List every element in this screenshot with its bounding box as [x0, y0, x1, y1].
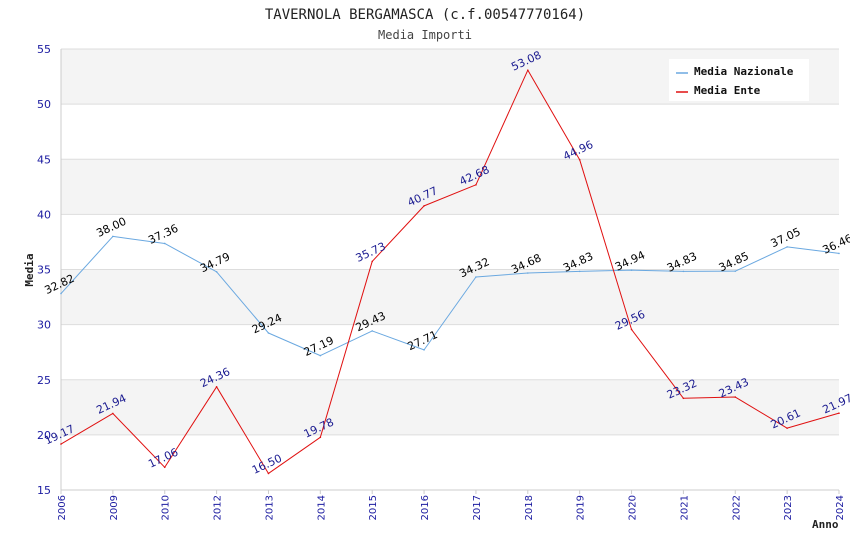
series-line-media-nazionale [60, 235, 840, 357]
x-tick-label: 2021 [679, 495, 690, 520]
y-tick-label: 35 [37, 264, 51, 277]
y-tick-label: 20 [37, 429, 51, 442]
x-tick-label: 2019 [576, 495, 587, 520]
x-tick-label: 2024 [835, 495, 846, 520]
x-tick-label: 2006 [57, 495, 68, 520]
x-tick-label: 2013 [264, 495, 275, 520]
data-point [267, 472, 270, 475]
chart-subtitle: Media Importi [378, 28, 472, 42]
data-point [786, 246, 788, 248]
data-point [682, 397, 685, 400]
y-tick-label: 25 [37, 374, 51, 387]
y-tick-label: 55 [37, 43, 51, 56]
data-point [527, 272, 529, 274]
background-band [61, 379, 839, 435]
y-tick-label: 50 [37, 98, 51, 111]
y-tick-label: 15 [37, 484, 51, 497]
data-point [734, 396, 737, 398]
data-point [112, 412, 114, 415]
x-tick-label: 2015 [368, 495, 379, 520]
series-line-media-ente [60, 69, 840, 474]
data-point [786, 427, 788, 429]
x-tick-label: 2012 [213, 495, 224, 520]
data-point [475, 184, 477, 186]
y-tick-label: 40 [37, 208, 51, 221]
data-point [630, 328, 633, 331]
legend: Media Nazionale Media Ente [669, 59, 809, 101]
x-tick-label: 2023 [783, 495, 794, 520]
data-point [527, 69, 529, 71]
data-point [371, 260, 374, 263]
x-axis-label: Anno [812, 518, 839, 531]
legend-label-media-ente: Media Ente [694, 84, 761, 97]
background-band [61, 104, 839, 160]
data-point [475, 276, 477, 278]
x-tick-label: 2018 [524, 495, 535, 520]
background-band [61, 269, 839, 325]
y-tick-label: 30 [37, 319, 51, 332]
data-point [215, 386, 218, 388]
background-band [61, 214, 839, 270]
data-point [838, 412, 840, 414]
background-band [61, 434, 839, 490]
x-tick-label: 2009 [109, 495, 120, 520]
data-point [734, 270, 737, 272]
data-point [838, 252, 840, 255]
data-point [423, 349, 425, 351]
data-point [60, 292, 62, 295]
background-band [61, 159, 839, 215]
data-point [371, 330, 374, 332]
y-tick-labels: 15 20 25 30 35 40 45 50 55 [37, 43, 51, 497]
x-tick-label: 2010 [161, 495, 172, 520]
x-tick-label: 2020 [628, 495, 639, 520]
data-point [163, 242, 166, 245]
chart-title: TAVERNOLA BERGAMASCA (c.f.00547770164) [265, 7, 585, 23]
y-axis-label: Media [23, 253, 36, 286]
data-point [319, 354, 322, 357]
x-tick-label: 2014 [316, 495, 327, 520]
x-tick-label: 2016 [420, 495, 431, 520]
x-tick-labels: 2006 2009 2010 2012 2013 2014 2015 2016 2017 2018… [57, 490, 846, 520]
data-point [578, 270, 581, 273]
data-point [163, 466, 166, 469]
data-point [578, 158, 581, 161]
data-point [215, 271, 218, 273]
y-tick-label: 45 [37, 153, 51, 166]
series-layer [60, 69, 840, 475]
data-point [423, 205, 425, 207]
data-point [60, 443, 62, 445]
x-tick-label: 2017 [472, 495, 483, 520]
data-point [682, 270, 685, 273]
background-band [61, 324, 839, 380]
legend-label-media-nazionale: Media Nazionale [694, 65, 794, 78]
data-point [319, 436, 322, 439]
background-bands [61, 49, 839, 490]
data-point [630, 269, 633, 271]
legend-box [669, 59, 809, 101]
data-point [112, 235, 114, 238]
x-tick-label: 2022 [731, 495, 742, 520]
data-point [267, 332, 270, 334]
